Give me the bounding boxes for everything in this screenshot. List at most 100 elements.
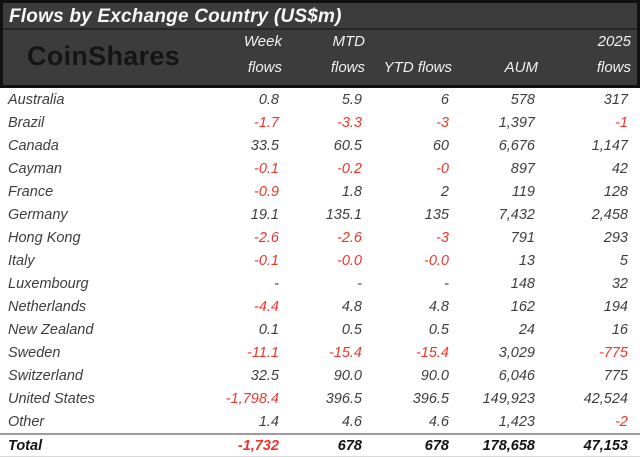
value-cell: -0.9 xyxy=(254,183,279,200)
value-cell: 4.8 xyxy=(341,298,362,315)
column-header-row: CoinShares Week flows MTD flows YTD flows AUM… xyxy=(3,30,637,83)
value-cell: 775 xyxy=(603,367,628,384)
title-row: Flows by Exchange Country (US$m) xyxy=(3,3,637,30)
value-cell: -4.4 xyxy=(254,298,279,315)
value-cell: -2.6 xyxy=(337,229,362,246)
column-header-line1: 2025 xyxy=(597,33,631,50)
value-cell: 60 xyxy=(432,137,449,154)
value-cell: 178,658 xyxy=(482,437,535,454)
value-cell: 897 xyxy=(510,160,535,177)
table-row: New Zealand 0.1 0.5 0.5 24 16 xyxy=(0,318,640,341)
value-cell: 1.4 xyxy=(258,413,279,430)
column-header-line2: YTD flows xyxy=(383,59,452,76)
table-row: Germany 19.1 135.1 135 7,432 2,458 xyxy=(0,203,640,226)
value-cell: 47,153 xyxy=(583,437,628,454)
page-title: Flows by Exchange Country (US$m) xyxy=(9,6,342,27)
value-cell: 149,923 xyxy=(482,390,535,407)
table-row: Netherlands -4.4 4.8 4.8 162 194 xyxy=(0,295,640,318)
value-cell: -11.1 xyxy=(247,344,279,361)
table-row: Luxembourg - - - 148 32 xyxy=(0,272,640,295)
country-label: Germany xyxy=(8,206,68,223)
table-body: Australia 0.8 5.9 6 578 317 Brazil -1.7 -3.3 -3 1,… xyxy=(0,88,640,433)
value-cell: -1,732 xyxy=(237,437,279,454)
value-cell: -1.7 xyxy=(254,114,279,131)
country-label: Australia xyxy=(8,91,65,108)
value-cell: 1.8 xyxy=(341,183,362,200)
value-cell: 1,147 xyxy=(591,137,628,154)
column-header-line2: flows xyxy=(596,59,631,76)
value-cell: 148 xyxy=(510,275,535,292)
value-cell: 162 xyxy=(510,298,535,315)
value-cell: - xyxy=(274,275,279,292)
value-cell: 4.6 xyxy=(341,413,362,430)
value-cell: 0.5 xyxy=(428,321,449,338)
value-cell: -2 xyxy=(615,413,628,430)
value-cell: -1 xyxy=(615,114,628,131)
value-cell: - xyxy=(444,275,449,292)
column-header: YTD flows xyxy=(371,30,458,83)
value-cell: 7,432 xyxy=(498,206,535,223)
country-label: Brazil xyxy=(8,114,45,131)
value-cell: -0.1 xyxy=(254,160,279,177)
value-cell: 678 xyxy=(337,437,362,454)
value-cell: 578 xyxy=(510,91,535,108)
value-cell: 119 xyxy=(511,183,535,200)
value-cell: 42,524 xyxy=(583,390,628,407)
country-label: Sweden xyxy=(8,344,61,361)
value-cell: -0.1 xyxy=(254,252,279,269)
column-header-line2: AUM xyxy=(504,59,538,76)
value-cell: - xyxy=(357,275,362,292)
value-cell: -3 xyxy=(436,114,449,131)
value-cell: 128 xyxy=(603,183,628,200)
value-cell: 4.6 xyxy=(428,413,449,430)
value-cell: 19.1 xyxy=(250,206,279,223)
value-cell: 0.5 xyxy=(341,321,362,338)
value-cell: 317 xyxy=(603,91,628,108)
coinshares-logo: CoinShares xyxy=(27,41,181,71)
value-cell: 32.5 xyxy=(250,367,279,384)
value-cell: 42 xyxy=(611,160,628,177)
table-header: Flows by Exchange Country (US$m) CoinSha… xyxy=(0,0,640,88)
column-header: Week flows xyxy=(222,30,288,83)
column-header: MTD flows xyxy=(288,30,371,83)
value-cell: 135.1 xyxy=(325,206,362,223)
value-cell: 135 xyxy=(424,206,449,223)
value-cell: -0.0 xyxy=(424,252,449,269)
column-header-line1 xyxy=(371,33,452,52)
country-label: Switzerland xyxy=(8,367,83,384)
column-header-line1: MTD xyxy=(332,33,366,50)
total-row: Total -1,732 678 678 178,658 47,153 xyxy=(0,433,640,457)
value-cell: 0.1 xyxy=(258,321,279,338)
table-row: France -0.9 1.8 2 119 128 xyxy=(0,180,640,203)
value-cell: 60.5 xyxy=(333,137,362,154)
value-cell: 3,029 xyxy=(498,344,535,361)
table-row: Other 1.4 4.6 4.6 1,423 -2 xyxy=(0,410,640,433)
table-row: Australia 0.8 5.9 6 578 317 xyxy=(0,88,640,111)
value-cell: 6,046 xyxy=(498,367,535,384)
value-cell: -15.4 xyxy=(328,344,362,361)
value-cell: 1,423 xyxy=(498,413,535,430)
value-cell: 5 xyxy=(619,252,628,269)
value-cell: -3 xyxy=(436,229,449,246)
value-cell: 33.5 xyxy=(250,137,279,154)
value-cell: -15.4 xyxy=(415,344,449,361)
value-cell: 13 xyxy=(518,252,535,269)
table-row: United States -1,798.4 396.5 396.5 149,923 42… xyxy=(0,387,640,410)
country-label: Netherlands xyxy=(8,298,87,315)
value-cell: -2.6 xyxy=(254,229,279,246)
country-label: Cayman xyxy=(8,160,62,177)
value-cell: 0.8 xyxy=(258,91,279,108)
value-cell: 32 xyxy=(611,275,628,292)
column-header-line1: Week xyxy=(243,33,282,50)
table-row: Italy -0.1 -0.0 -0.0 13 5 xyxy=(0,249,640,272)
country-label: Canada xyxy=(8,137,59,154)
value-cell: 2 xyxy=(440,183,449,200)
country-label: New Zealand xyxy=(8,321,94,338)
value-cell: 6 xyxy=(440,91,449,108)
value-cell: 678 xyxy=(424,437,449,454)
value-cell: 1,397 xyxy=(498,114,535,131)
value-cell: 5.9 xyxy=(341,91,362,108)
table-row: Hong Kong -2.6 -2.6 -3 791 293 xyxy=(0,226,640,249)
country-label: Luxembourg xyxy=(8,275,89,292)
column-header: 2025 flows xyxy=(544,30,637,83)
